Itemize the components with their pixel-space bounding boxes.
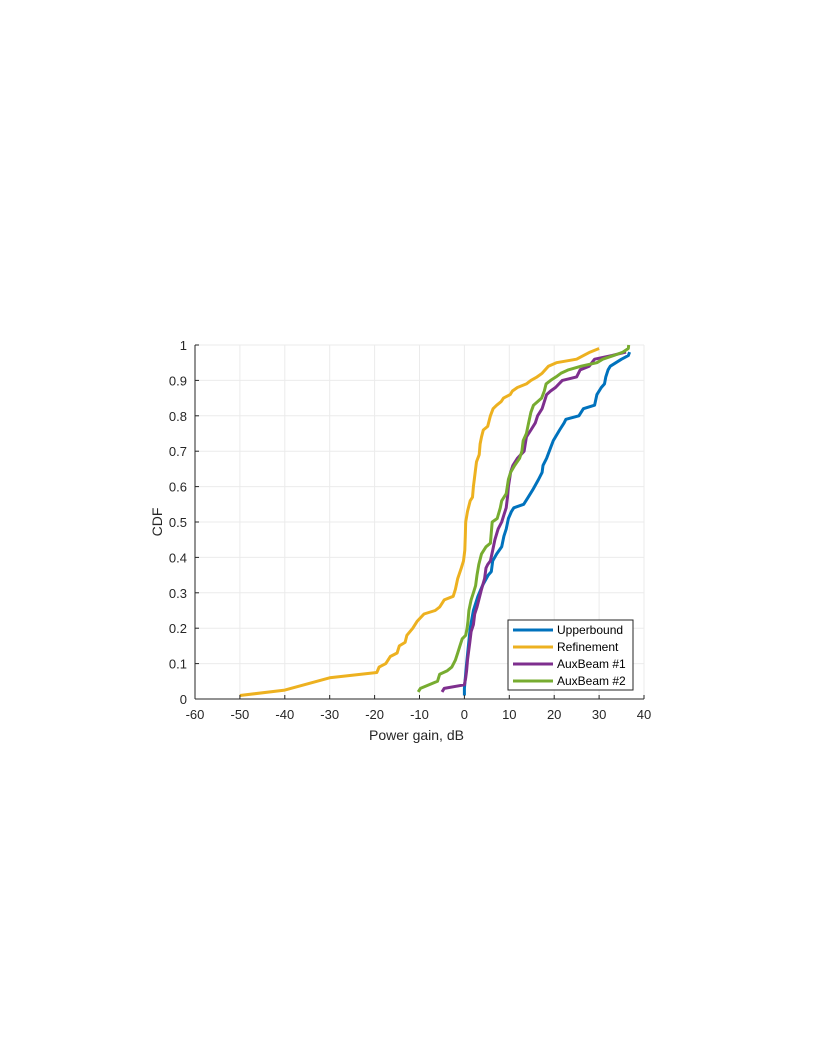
x-tick-label: 0: [461, 707, 468, 722]
x-tick-label: -60: [186, 707, 205, 722]
series-lines: [239, 344, 632, 697]
series-line-auxbeam-1: [440, 350, 627, 693]
legend-box: [507, 619, 634, 691]
legend-label: Upperbound: [557, 623, 623, 637]
y-tick-label: 0.8: [169, 409, 187, 424]
x-tick-label: -50: [231, 707, 250, 722]
y-axis-label: CDF: [149, 508, 165, 537]
legend: Upperbound Refinement AuxBeam #1 AuxBeam #2: [507, 619, 634, 691]
y-tick-label: 0.2: [169, 621, 187, 636]
x-tick-label: -10: [410, 707, 429, 722]
y-tick-label: 0.4: [169, 550, 187, 565]
legend-label: Refinement: [557, 640, 619, 654]
y-tick-labels: 0 0.1 0.2 0.3 0.4 0.5 0.6 0.7 0.8 0.9 1: [169, 338, 187, 707]
x-tick-label: 30: [592, 707, 606, 722]
series-line-refinement: [239, 347, 600, 697]
grid: [194, 344, 645, 700]
x-axis-label: Power gain, dB: [369, 727, 464, 743]
x-tick-label: 20: [547, 707, 561, 722]
x-tick-label: -40: [275, 707, 294, 722]
series-line-auxbeam-2: [416, 344, 631, 693]
y-tick-label: 0.1: [169, 657, 187, 672]
y-tick-label: 0.6: [169, 480, 187, 495]
x-tick-label: -20: [365, 707, 384, 722]
x-tick-label: 40: [637, 707, 651, 722]
y-tick-label: 0: [180, 692, 187, 707]
y-tick-label: 0.3: [169, 586, 187, 601]
y-tick-label: 1: [180, 338, 187, 353]
y-tick-label: 0.9: [169, 373, 187, 388]
y-tick-label: 0.5: [169, 515, 187, 530]
x-tick-label: -30: [320, 707, 339, 722]
x-tick-label: 10: [502, 707, 516, 722]
legend-label: AuxBeam #2: [557, 674, 626, 688]
y-tick-label: 0.7: [169, 444, 187, 459]
x-tick-labels: -60 -50 -40 -30 -20 -10 0 10 20 30 40: [186, 707, 652, 722]
legend-label: AuxBeam #1: [557, 657, 626, 671]
axes: [194, 344, 645, 700]
